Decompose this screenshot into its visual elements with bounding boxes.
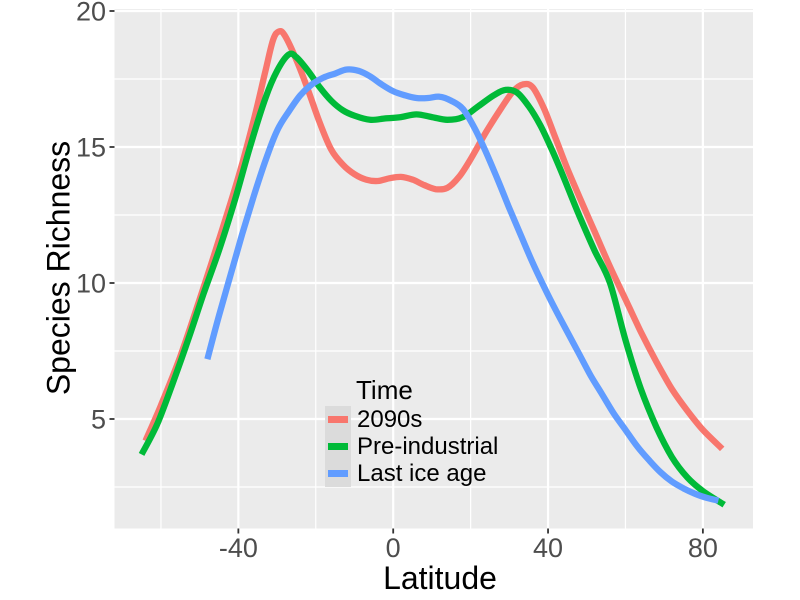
y-tick-label: 15 — [76, 133, 106, 163]
legend-key — [325, 406, 351, 433]
x-axis-title: Latitude — [383, 560, 497, 596]
legend-key — [325, 460, 351, 487]
y-tick-label: 5 — [91, 405, 106, 435]
legend-title: Time — [356, 375, 413, 405]
legend-swatch-line-icon — [328, 470, 348, 477]
y-tick-label: 20 — [76, 0, 106, 27]
legend-entry-last-ice-age: Last ice age — [325, 460, 498, 487]
legend-label: Pre-industrial — [357, 433, 499, 460]
y-axis-title: Species Richness — [40, 140, 77, 396]
x-tick-label: 40 — [533, 533, 563, 563]
legend: Time 2090s Pre-industrial Last ice age — [325, 376, 498, 487]
series-line-last-ice-age — [204, 66, 720, 504]
legend-swatch-line-icon — [328, 443, 348, 450]
x-tick-label: -40 — [219, 533, 258, 563]
legend-label: Last ice age — [357, 460, 487, 487]
x-tick-label: 80 — [688, 533, 718, 563]
legend-key — [325, 433, 351, 460]
legend-label: 2090s — [357, 406, 423, 433]
legend-entry-pre-industrial: Pre-industrial — [325, 433, 498, 460]
series-line-pre-industrial — [138, 50, 726, 508]
series-line-2090s — [142, 27, 725, 452]
x-tick-label: 0 — [386, 533, 401, 563]
legend-entry-2090s: 2090s — [325, 406, 498, 433]
legend-swatch-line-icon — [328, 416, 348, 423]
y-tick-label: 10 — [76, 269, 106, 299]
